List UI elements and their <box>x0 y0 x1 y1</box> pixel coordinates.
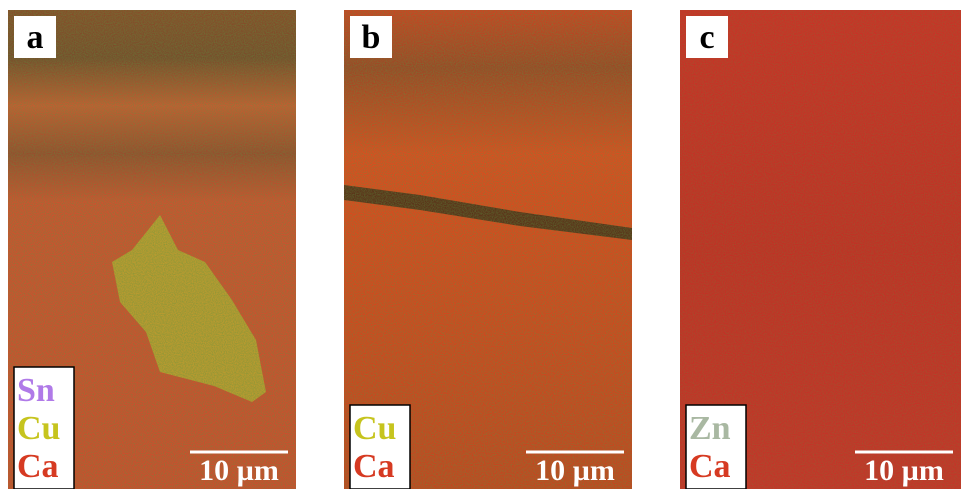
figure: aSnCuCa10 µmbCuCa10 µmcZnCa10 µm <box>0 0 961 489</box>
panel-label: a <box>27 19 44 56</box>
legend-element: Ca <box>17 448 59 485</box>
panel-label: c <box>699 19 714 56</box>
scale-bar-label: 10 µm <box>535 454 615 487</box>
scale-bar-label: 10 µm <box>199 454 279 487</box>
scale-bar-label: 10 µm <box>864 454 944 487</box>
legend-element: Cu <box>17 410 60 447</box>
legend-element: Cu <box>353 410 396 447</box>
panel-label: b <box>362 19 381 56</box>
legend-element: Zn <box>689 410 731 447</box>
legend-element: Sn <box>17 372 55 409</box>
legend-element: Ca <box>353 448 395 485</box>
legend-element: Ca <box>689 448 731 485</box>
